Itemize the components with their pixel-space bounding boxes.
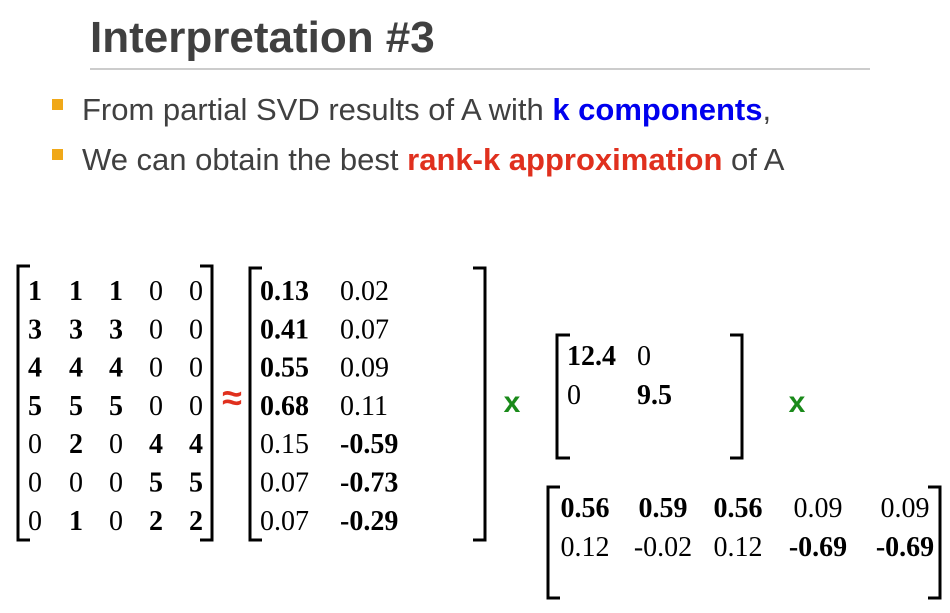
text-segment: From partial SVD results of A with — [82, 92, 552, 127]
matrix-cell: 5 — [109, 391, 123, 422]
matrix-cell: 2 — [189, 506, 203, 537]
matrix-cell: 1 — [28, 276, 42, 307]
matrix-cell: 4 — [149, 429, 163, 460]
text-segment: rank-k approximation — [407, 142, 722, 177]
bullet-text: From partial SVD results of A with k com… — [82, 92, 771, 127]
matrix-cell: 0.56 — [714, 493, 763, 524]
matrix-cell: 0 — [189, 353, 203, 384]
matrix-cell: 1 — [69, 276, 83, 307]
matrix-cell: 0.56 — [561, 493, 610, 524]
matrix-cell: 0 — [28, 468, 42, 499]
bullet-icon — [52, 99, 63, 110]
matrix-cell: 1 — [109, 276, 123, 307]
matrices: 1 1 1 0 03 3 3 0 04 4 4 0 05 5 5 0 00 2 0 4 40 0 0 5 50 1 0 2 20.13 0… — [28, 276, 934, 563]
matrix-cell: 3 — [28, 314, 42, 345]
matrix-cell: 0 — [149, 391, 163, 422]
matrix-cell: -0.69 — [876, 532, 934, 563]
bullet-text: We can obtain the best rank-k approximat… — [82, 142, 785, 177]
matrix-cell: 3 — [109, 314, 123, 345]
matrix-cell: 0 — [149, 353, 163, 384]
slide-title: Interpretation #3 — [90, 13, 435, 62]
matrix-cell: 2 — [149, 506, 163, 537]
matrix-cell: 4 — [28, 353, 42, 384]
matrix-cell: 12.4 — [567, 341, 616, 372]
matrix-cell: 0 — [149, 276, 163, 307]
times-sign: x — [504, 386, 521, 419]
matrix-cell: 0 — [189, 314, 203, 345]
matrix-cell: -0.73 — [340, 468, 398, 499]
matrix-cell: 0 — [637, 341, 651, 372]
bullets: From partial SVD results of A with k com… — [82, 92, 785, 177]
matrix-cell: 5 — [69, 391, 83, 422]
matrix-cell: 0.02 — [340, 276, 389, 307]
matrix-cell: 0.09 — [794, 493, 843, 524]
text-segment: , — [762, 92, 771, 127]
matrix-cell: 0 — [109, 468, 123, 499]
matrix-cell: 4 — [69, 353, 83, 384]
matrix-cell: 9.5 — [637, 380, 672, 411]
times-sign: x — [789, 386, 806, 419]
matrix-cell: 5 — [28, 391, 42, 422]
matrix-cell: 0 — [28, 429, 42, 460]
matrix-cell: 0.55 — [260, 353, 309, 384]
matrix-cell: 0 — [109, 506, 123, 537]
matrix-cell: 0 — [189, 391, 203, 422]
text-segment: We can obtain the best — [82, 142, 407, 177]
bracket — [16, 264, 214, 542]
bracket — [555, 333, 744, 460]
matrix-cell: 0 — [567, 380, 581, 411]
matrix-cell: 0.07 — [340, 314, 389, 345]
matrix-cell: 0.09 — [340, 353, 389, 384]
matrix-cell: 0.68 — [260, 391, 309, 422]
matrix-cell: 0.09 — [881, 493, 930, 524]
approx-sign: ≈ — [222, 377, 242, 418]
matrix-cell: 0 — [189, 276, 203, 307]
matrix-cell: -0.29 — [340, 506, 398, 537]
matrix-cell: 2 — [69, 429, 83, 460]
matrix-cell: 0 — [28, 506, 42, 537]
bullet-icon — [52, 149, 63, 160]
matrix-cell: 4 — [189, 429, 203, 460]
matrix-cell: 0 — [149, 314, 163, 345]
matrix-cell: 0 — [109, 429, 123, 460]
bracket — [546, 485, 942, 600]
text-segment: of A — [722, 142, 784, 177]
matrix-cell: 5 — [149, 468, 163, 499]
matrix-cell: -0.69 — [789, 532, 847, 563]
matrix-cell: -0.02 — [634, 532, 692, 563]
matrix-cell: 0.12 — [714, 532, 763, 563]
matrix-cell: 4 — [109, 353, 123, 384]
matrix-cell: 0.11 — [340, 391, 388, 422]
matrix-cell: 3 — [69, 314, 83, 345]
matrix-cell: 0.15 — [260, 429, 309, 460]
matrix-cell: 0.41 — [260, 314, 309, 345]
text-segment: k components — [552, 92, 762, 127]
matrix-cell: 5 — [189, 468, 203, 499]
matrix-cell: 0 — [69, 468, 83, 499]
matrix-cell: -0.59 — [340, 429, 398, 460]
matrix-cell: 0.07 — [260, 468, 309, 499]
matrix-cell: 0.59 — [639, 493, 688, 524]
matrix-cell: 0.07 — [260, 506, 309, 537]
matrix-cell: 0.13 — [260, 276, 309, 307]
matrix-cell: 1 — [69, 506, 83, 537]
bracket — [248, 266, 487, 542]
matrix-cell: 0.12 — [561, 532, 610, 563]
